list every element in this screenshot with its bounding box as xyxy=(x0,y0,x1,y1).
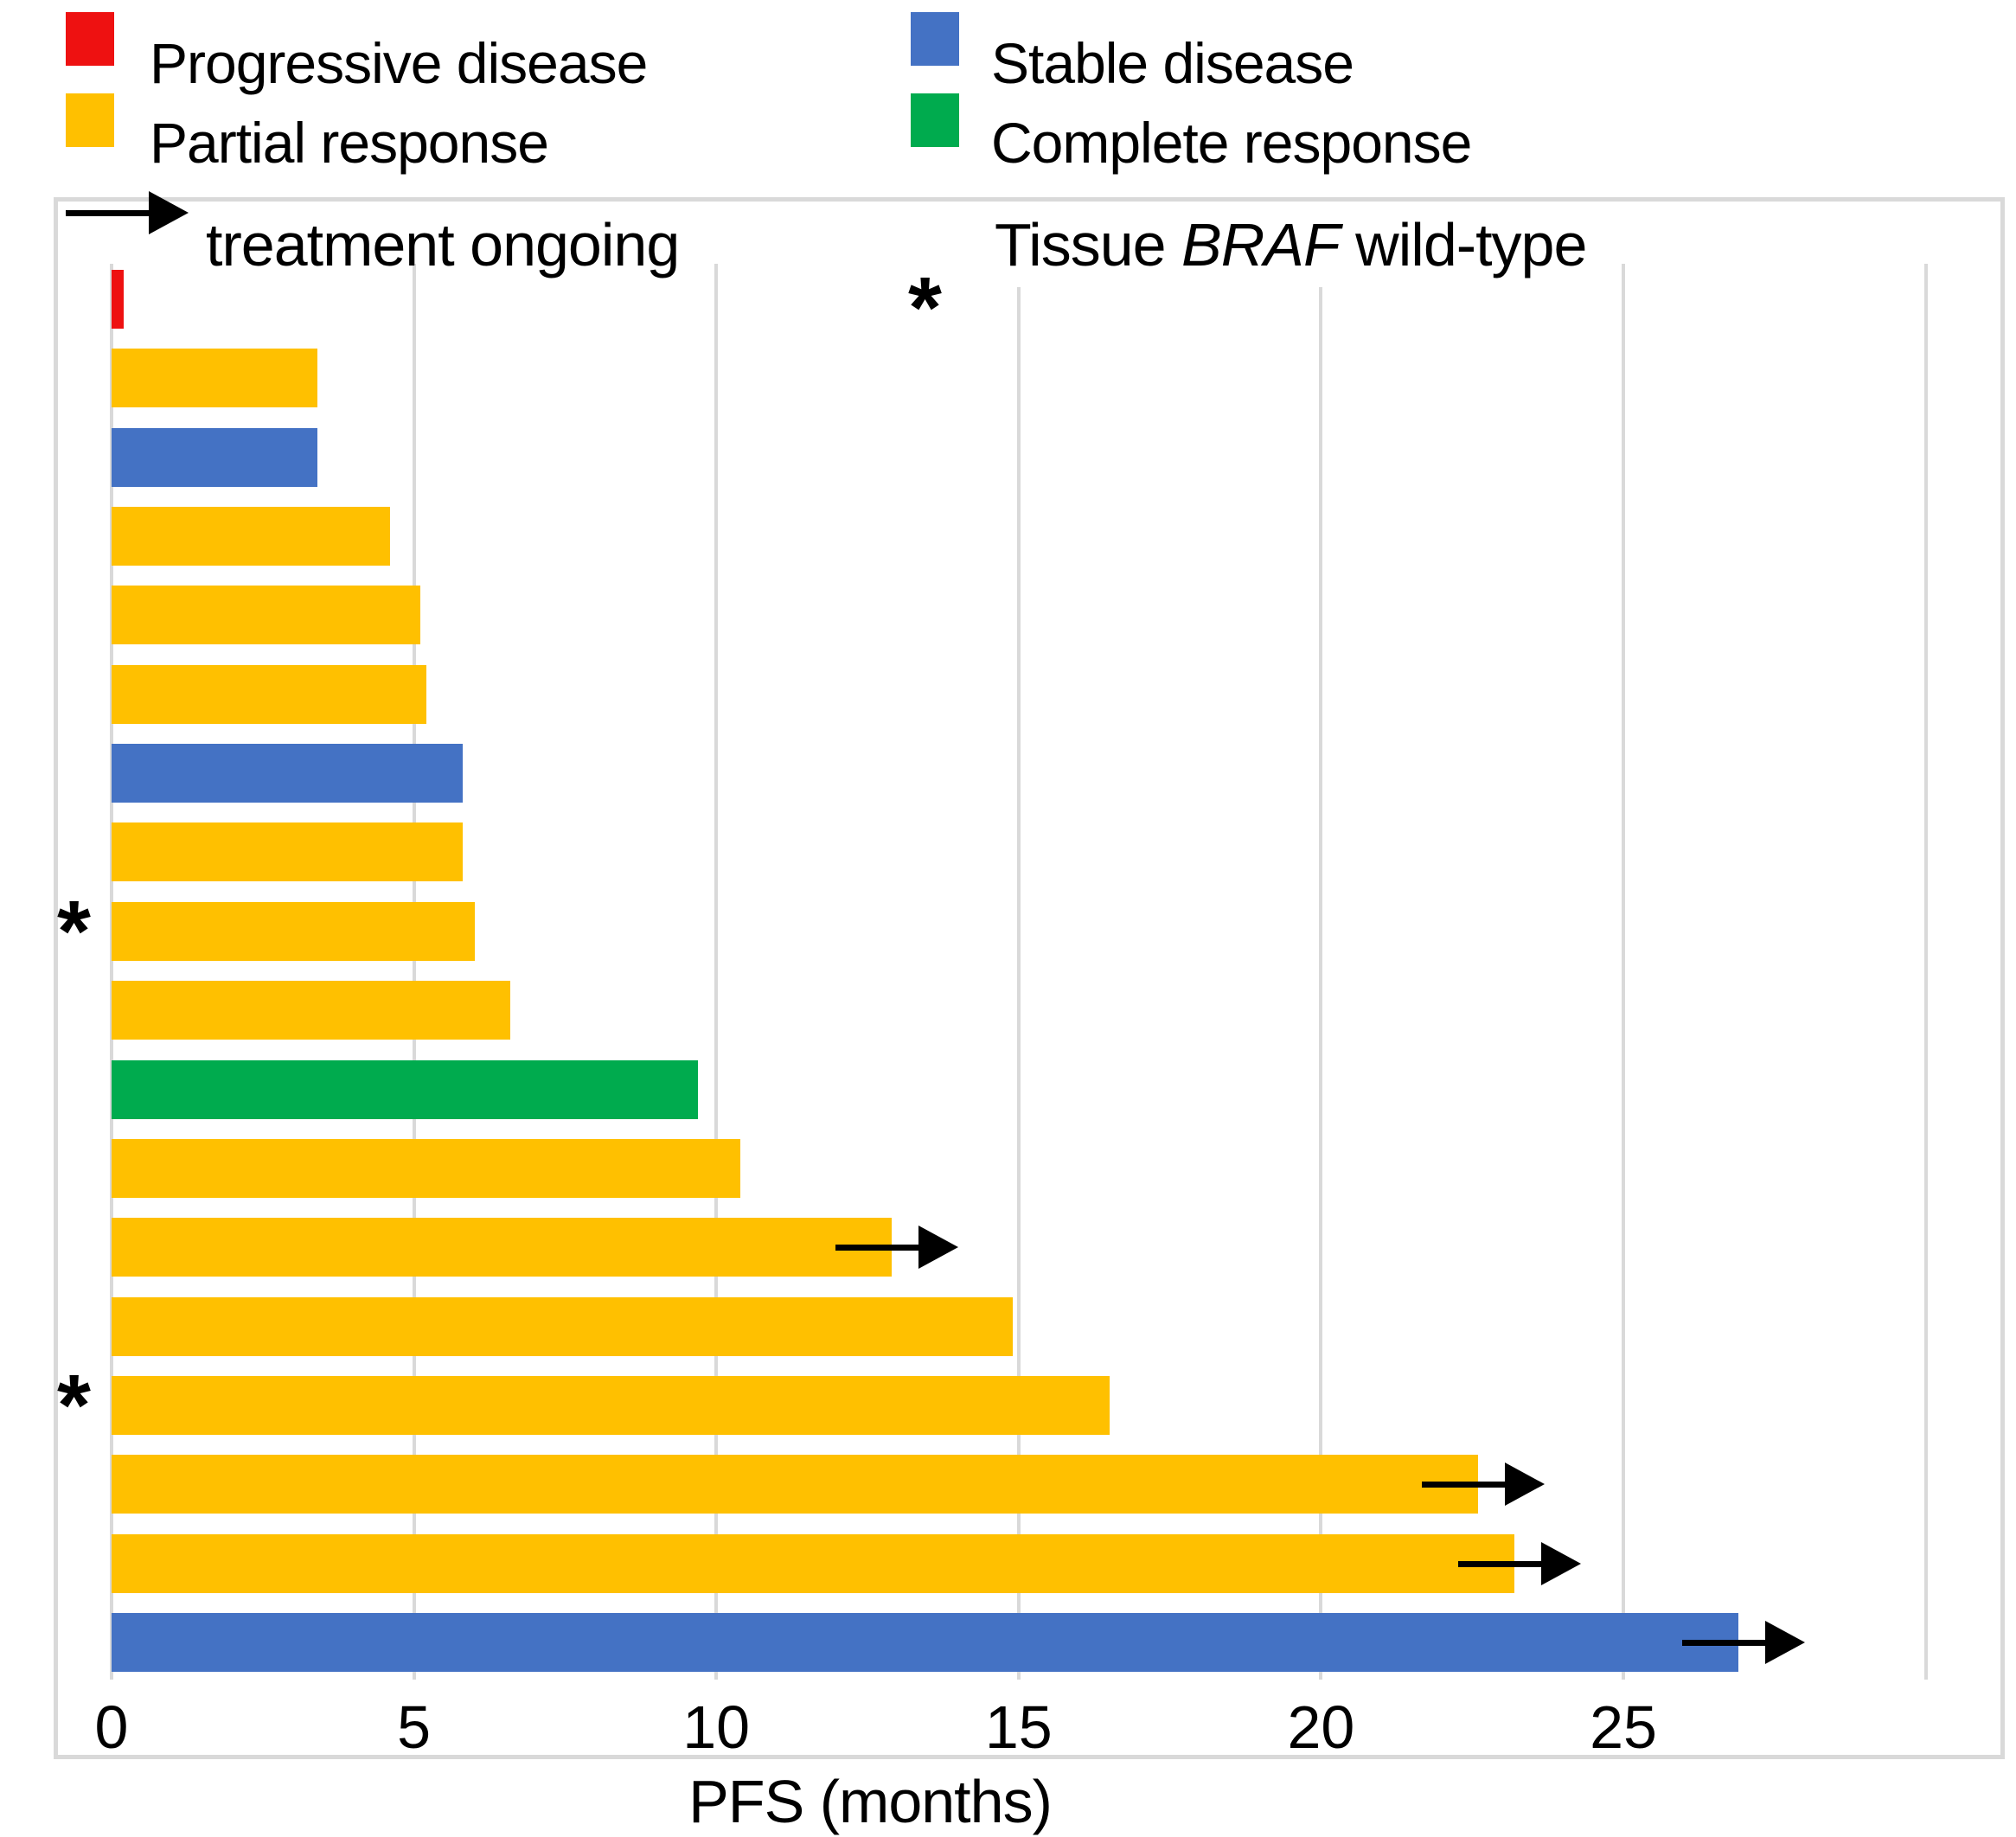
legend-label-complete-response: Complete response xyxy=(991,111,1472,175)
x-axis-title: PFS (months) xyxy=(688,1768,1053,1835)
gridline-20 xyxy=(1319,264,1323,1680)
plot-border xyxy=(54,197,2005,1759)
bar-patient-18 xyxy=(112,1613,1738,1672)
legend-swatch-partial-response xyxy=(66,93,114,147)
braf-note: Tissue BRAF wild-type xyxy=(991,211,1594,287)
braf-note-suffix: wild-type xyxy=(1339,211,1587,278)
bar-patient-12 xyxy=(112,1139,740,1198)
bar-patient-7 xyxy=(112,744,463,803)
arrow-head xyxy=(1505,1463,1545,1506)
treatment-ongoing-arrow-icon xyxy=(66,190,189,235)
legend-label-progressive-disease: Progressive disease xyxy=(150,31,648,95)
ongoing-arrow-patient-16 xyxy=(1422,1462,1545,1507)
bar-patient-14 xyxy=(112,1297,1013,1356)
bar-patient-16 xyxy=(112,1455,1478,1514)
braf-note-prefix: Tissue xyxy=(995,211,1182,278)
gridline-30 xyxy=(1923,264,1928,1680)
braf-wild-type-marker-patient-15: * xyxy=(57,1357,91,1454)
braf-wild-type-marker-patient-9: * xyxy=(57,883,91,980)
arrow-head xyxy=(1765,1621,1805,1664)
legend-swatch-complete-response xyxy=(911,93,959,147)
bar-patient-5 xyxy=(112,586,420,644)
arrow-head xyxy=(149,191,189,234)
arrow-shaft xyxy=(66,209,149,216)
braf-note-gene: BRAF xyxy=(1181,211,1341,278)
bar-patient-13 xyxy=(112,1218,892,1277)
x-tick-label-5: 5 xyxy=(397,1693,432,1761)
arrow-shaft xyxy=(1458,1560,1541,1567)
bar-patient-2 xyxy=(112,349,317,407)
arrow-shaft xyxy=(1682,1639,1765,1646)
bar-patient-10 xyxy=(112,981,510,1040)
legend-label-partial-response: Partial response xyxy=(150,111,549,175)
arrow-head xyxy=(1541,1542,1581,1585)
arrow-shaft xyxy=(1422,1481,1505,1488)
legend-label-stable-disease: Stable disease xyxy=(991,31,1354,95)
bar-patient-3 xyxy=(112,428,317,487)
ongoing-arrow-patient-17 xyxy=(1458,1541,1581,1586)
bar-patient-6 xyxy=(112,665,426,724)
ongoing-arrow-patient-18 xyxy=(1682,1620,1805,1665)
bar-patient-17 xyxy=(112,1534,1514,1593)
gridline-0 xyxy=(110,264,113,1680)
braf-asterisk-icon: * xyxy=(908,259,942,356)
x-tick-label-0: 0 xyxy=(94,1693,129,1761)
treatment-ongoing-label: treatment ongoing xyxy=(206,211,680,278)
gridline-10 xyxy=(714,264,719,1680)
bar-patient-9 xyxy=(112,902,475,961)
x-tick-label-20: 20 xyxy=(1287,1693,1355,1761)
bar-patient-1 xyxy=(112,270,124,329)
gridline-5 xyxy=(412,264,416,1680)
gridline-15 xyxy=(1016,264,1021,1680)
arrow-head xyxy=(918,1226,958,1269)
legend-swatch-stable-disease xyxy=(911,12,959,66)
bar-patient-15 xyxy=(112,1376,1110,1435)
gridline-25 xyxy=(1622,264,1625,1680)
ongoing-arrow-patient-13 xyxy=(835,1225,958,1270)
bar-patient-4 xyxy=(112,507,390,566)
arrow-shaft xyxy=(835,1244,918,1251)
x-tick-label-15: 15 xyxy=(984,1693,1053,1761)
bar-patient-8 xyxy=(112,822,463,881)
x-tick-label-10: 10 xyxy=(682,1693,751,1761)
x-tick-label-25: 25 xyxy=(1590,1693,1657,1761)
legend-swatch-progressive-disease xyxy=(66,12,114,66)
bar-patient-11 xyxy=(112,1060,698,1119)
